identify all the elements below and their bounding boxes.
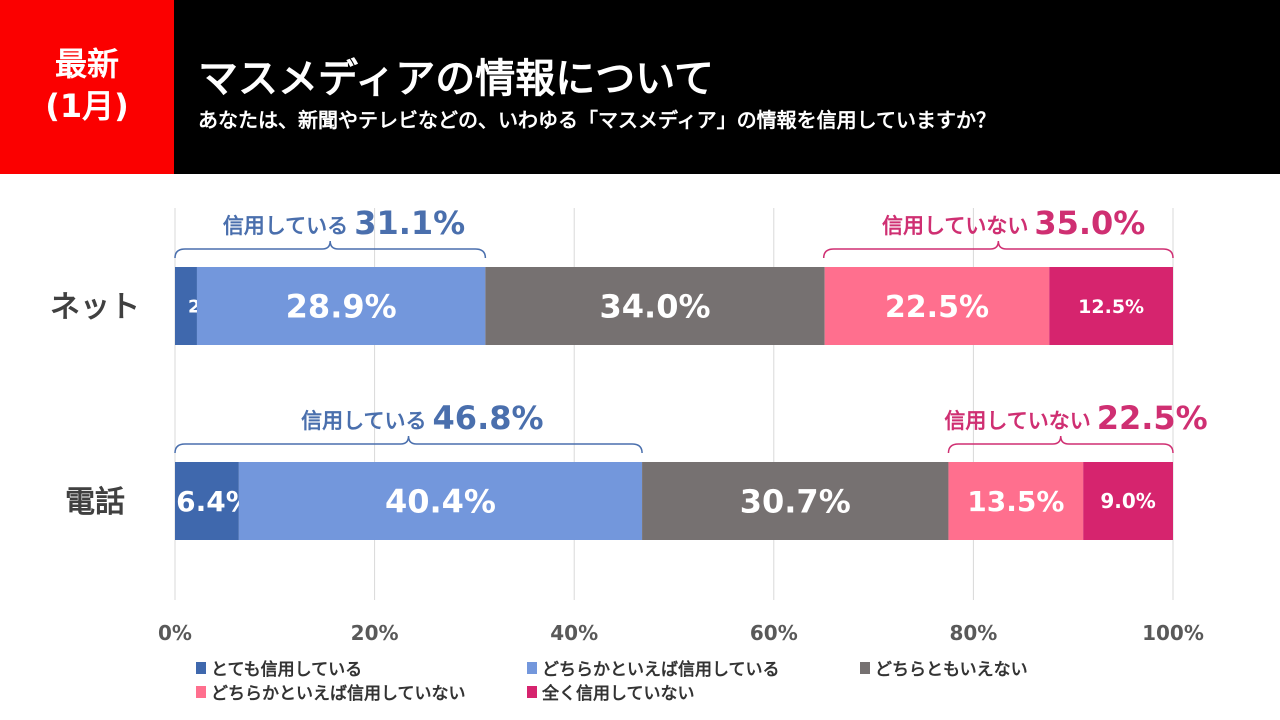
bar-segment	[175, 267, 197, 345]
data-label: 34.0%	[600, 288, 711, 326]
x-tick-label: 0%	[158, 621, 192, 645]
data-label: 9.0%	[1100, 489, 1155, 513]
bar-segment	[485, 267, 825, 345]
badge-line1: 最新	[54, 45, 119, 83]
legend-label: どちらかといえば信用している	[542, 660, 780, 680]
x-tick-label: 100%	[1142, 621, 1204, 645]
legend-swatch	[860, 661, 870, 674]
legend-item: とても信用している	[196, 655, 362, 680]
distrust-label: 信用していない	[882, 214, 1028, 238]
x-tick-label: 80%	[949, 621, 997, 645]
legend-swatch	[527, 685, 537, 698]
legend-label: どちらかといえば信用していない	[211, 684, 466, 704]
badge-line2: (1月)	[45, 87, 129, 125]
distrust-value: 22.5%	[1097, 399, 1208, 437]
data-label: 13.5%	[967, 485, 1064, 518]
bar-segment	[1049, 267, 1173, 345]
trust-value: 46.8%	[433, 399, 544, 437]
trust-value: 31.1%	[354, 204, 465, 242]
trust-label: 信用している	[223, 214, 348, 238]
legend-swatch	[527, 661, 537, 674]
legend-swatch	[196, 661, 206, 674]
x-tick-label: 20%	[351, 621, 399, 645]
legend-item: どちらともいえない	[860, 655, 1028, 680]
legend-label: とても信用している	[211, 660, 363, 680]
bar-segment	[824, 267, 1050, 345]
data-label: 22.5%	[885, 290, 989, 325]
latest-badge: 最新 (1月)	[0, 0, 174, 174]
data-label: 12.5%	[1078, 296, 1144, 318]
distrust-label: 信用していない	[944, 409, 1090, 433]
bar-segment	[175, 462, 239, 540]
legend-item: どちらかといえば信用している	[527, 655, 780, 680]
bar-segment	[1083, 462, 1173, 540]
page-title: マスメディアの情報について	[198, 56, 714, 102]
x-tick-label: 60%	[750, 621, 798, 645]
page-subtitle: あなたは、新聞やテレビなどの、いわゆる「マスメディア」の情報を信用していますか？	[198, 108, 996, 132]
x-tick-label: 40%	[550, 621, 598, 645]
legend-item: どちらかといえば信用していない	[196, 679, 466, 704]
bar-segment	[238, 462, 643, 540]
category-label: ネット	[50, 290, 140, 325]
data-label: 30.7%	[740, 483, 851, 521]
data-label: 28.9%	[286, 288, 397, 326]
distrust-bracket	[947, 435, 1174, 454]
bar-segment	[948, 462, 1084, 540]
bar-segment	[642, 462, 949, 540]
category-label: 電話	[65, 485, 125, 520]
trust-bracket	[174, 240, 487, 259]
legend-label: 全く信用していない	[542, 684, 695, 704]
trust-label: 信用している	[301, 409, 426, 433]
header-bar	[0, 0, 1280, 174]
distrust-bracket	[822, 240, 1174, 259]
trust-bracket	[174, 435, 643, 454]
data-label: 40.4%	[385, 483, 496, 521]
bar-segment	[196, 267, 486, 345]
legend-swatch	[196, 685, 206, 698]
legend-item: 全く信用していない	[527, 679, 695, 704]
legend-label: どちらともいえない	[875, 660, 1028, 680]
distrust-value: 35.0%	[1034, 204, 1145, 242]
